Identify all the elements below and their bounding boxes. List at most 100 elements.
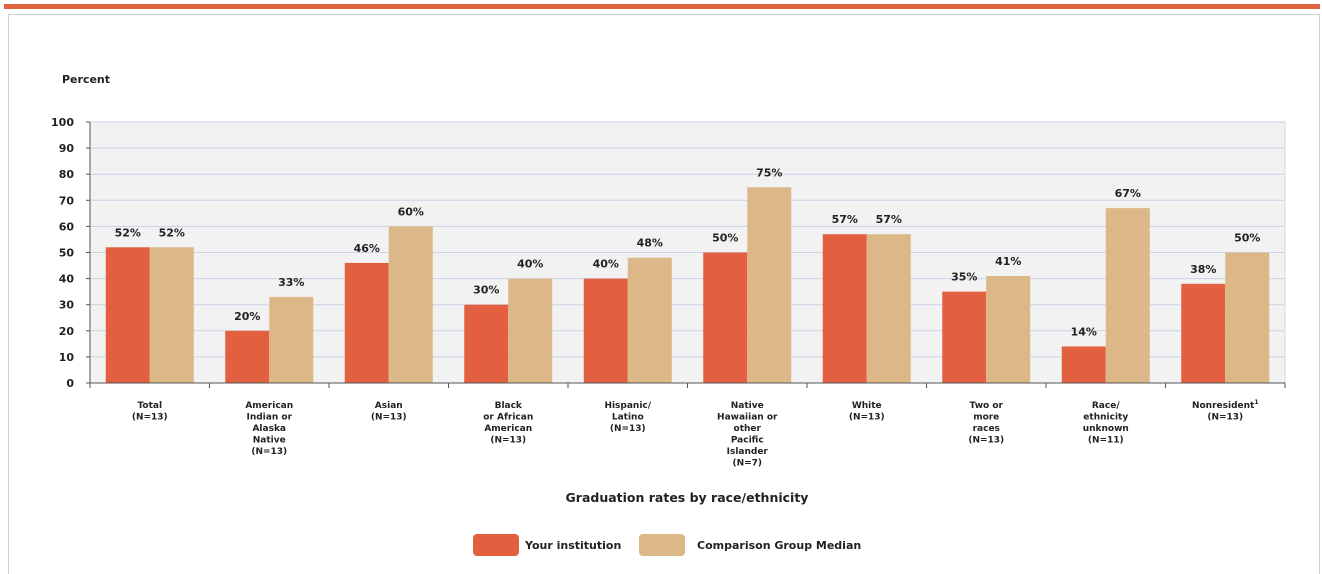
category-label-line: Nonresident xyxy=(1192,401,1255,411)
category-labels: Total (N=13) American Indian or Alaska Native… xyxy=(132,399,1259,469)
data-label-comparison-group: 60% xyxy=(398,205,424,218)
bar-your-institution xyxy=(583,278,628,383)
bar-your-institution xyxy=(464,304,509,383)
bar-your-institution xyxy=(1061,346,1106,383)
bar-your-institution xyxy=(942,291,987,383)
data-label-your-institution: 38% xyxy=(1190,263,1216,276)
data-label-your-institution: 40% xyxy=(593,258,619,271)
category-label: Black or African American (N=13) xyxy=(483,401,533,446)
y-tick-label: 30 xyxy=(59,299,75,312)
category-label: White (N=13) xyxy=(849,401,885,423)
data-label-your-institution: 35% xyxy=(951,271,977,284)
category-label-line: (N=11) xyxy=(1088,436,1124,446)
category-label-line: other xyxy=(734,424,762,434)
bar-your-institution xyxy=(822,234,867,383)
bar-comparison-group xyxy=(269,296,314,383)
y-tick-label: 20 xyxy=(59,325,75,338)
bar-your-institution xyxy=(344,262,389,383)
data-label-comparison-group: 75% xyxy=(756,166,782,179)
y-tick-label: 70 xyxy=(59,194,75,207)
legend-label-your-institution: Your institution xyxy=(524,539,621,552)
bars xyxy=(105,187,1270,383)
category-label-line: Hawaiian or xyxy=(717,413,778,423)
data-label-comparison-group: 50% xyxy=(1234,232,1260,245)
bar-comparison-group xyxy=(1105,208,1150,383)
category-label-line: Native xyxy=(731,401,764,411)
legend-label-comparison-group: Comparison Group Median xyxy=(697,539,861,552)
data-label-comparison-group: 52% xyxy=(159,226,185,239)
axes: 0 10 20 30 40 50 60 70 80 90 100 xyxy=(51,116,1286,390)
data-label-your-institution: 50% xyxy=(712,232,738,245)
data-label-comparison-group: 57% xyxy=(876,213,902,226)
y-tick-label: 80 xyxy=(59,168,75,181)
data-label-your-institution: 20% xyxy=(234,310,260,323)
data-label-comparison-group: 67% xyxy=(1115,187,1141,200)
category-label: Nonresident1 (N=13) xyxy=(1192,399,1259,423)
y-tick-label: 0 xyxy=(66,377,74,390)
category-label-line: races xyxy=(973,424,1000,434)
gridlines xyxy=(90,121,1285,358)
category-label-line: Pacific xyxy=(731,436,764,446)
bar-your-institution xyxy=(703,252,748,383)
data-labels: 52% 52% 20% 33% 46% 60% 30% 40% 40% 48% 50% 75% 57% 5… xyxy=(115,166,1261,338)
category-label-line: American xyxy=(484,424,532,434)
category-label-line: Islander xyxy=(727,447,769,457)
data-label-your-institution: 30% xyxy=(473,284,499,297)
data-label-your-institution: 46% xyxy=(354,242,380,255)
data-label-your-institution: 57% xyxy=(832,213,858,226)
y-tick-label: 100 xyxy=(51,116,74,129)
data-label-comparison-group: 48% xyxy=(637,237,663,250)
chart: Percent 0 10 20 30 40 50 60 70 80 90 100 52% 52% 20%… xyxy=(51,73,1286,556)
data-label-comparison-group: 33% xyxy=(278,276,304,289)
y-tick-label: 10 xyxy=(59,351,75,364)
category-label: Asian (N=13) xyxy=(371,401,407,423)
category-label-line: Asian xyxy=(375,401,403,411)
bar-your-institution xyxy=(1181,283,1226,383)
category-label-line: (N=13) xyxy=(251,447,287,457)
category-label-line: Black xyxy=(495,401,523,411)
y-axis-label: Percent xyxy=(62,73,110,86)
data-label-your-institution: 52% xyxy=(115,226,141,239)
category-label: Race/ethnicity unknown (N=11) xyxy=(1083,401,1129,446)
bar-comparison-group xyxy=(986,275,1031,383)
legend: Your institution Comparison Group Median xyxy=(473,534,861,556)
y-tick-label: 40 xyxy=(59,273,75,286)
data-label-your-institution: 14% xyxy=(1071,325,1097,338)
category-label-line: (N=13) xyxy=(132,413,168,423)
y-tick-label: 50 xyxy=(59,247,75,260)
category-label-line: (N=13) xyxy=(968,436,1004,446)
category-label: American Indian or Alaska Native (N=13) xyxy=(245,401,293,457)
category-label-line: White xyxy=(852,401,882,411)
bar-comparison-group xyxy=(866,234,911,383)
category-label: Two or more races (N=13) xyxy=(968,401,1004,446)
category-label-line: (N=13) xyxy=(371,413,407,423)
y-tick-label: 90 xyxy=(59,142,75,155)
legend-swatch-your-institution xyxy=(473,534,519,556)
x-axis-label: Graduation rates by race/ethnicity xyxy=(566,490,809,505)
content-frame xyxy=(8,14,1320,574)
bar-your-institution xyxy=(105,247,150,383)
category-label: Total (N=13) xyxy=(132,401,168,423)
category-superscript: 1 xyxy=(1254,399,1258,406)
bar-comparison-group xyxy=(1225,252,1270,383)
y-tick-label: 60 xyxy=(59,220,75,233)
category-label: Native Hawaiian or other Pacific Islander (N=… xyxy=(717,401,778,469)
legend-swatch-comparison-group xyxy=(639,534,685,556)
category-label-line: unknown xyxy=(1083,424,1129,434)
category-label: Hispanic/Latino (N=13) xyxy=(604,401,651,434)
category-label-line: (N=13) xyxy=(610,424,646,434)
top-accent-bar xyxy=(4,4,1320,9)
category-label-line: Native xyxy=(253,436,286,446)
category-label-line: (N=13) xyxy=(849,413,885,423)
category-label-line: (N=13) xyxy=(490,436,526,446)
category-label-line: Latino xyxy=(612,413,644,423)
bar-comparison-group xyxy=(508,278,553,383)
category-label-line: (N=13) xyxy=(1207,413,1243,423)
bar-comparison-group xyxy=(149,247,194,383)
category-label-line: ethnicity xyxy=(1083,413,1128,423)
data-label-comparison-group: 41% xyxy=(995,255,1021,268)
category-label-line: more xyxy=(973,413,999,423)
category-label-line: Total xyxy=(137,401,162,411)
category-label-line: (N=7) xyxy=(732,459,762,469)
data-label-comparison-group: 40% xyxy=(517,258,543,271)
